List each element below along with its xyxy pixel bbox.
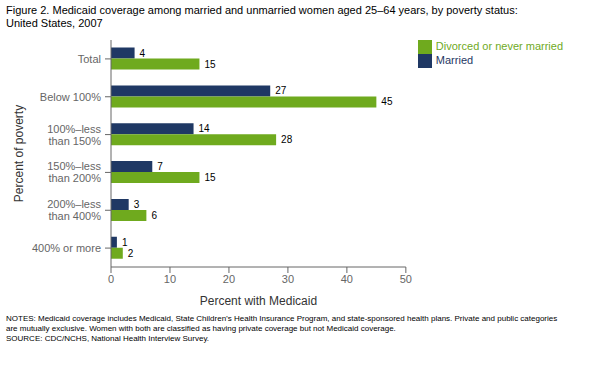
svg-text:1: 1 [122, 237, 128, 248]
svg-text:28: 28 [281, 134, 293, 145]
svg-text:30: 30 [282, 273, 294, 285]
svg-text:50: 50 [400, 273, 412, 285]
svg-text:6: 6 [151, 210, 157, 221]
html-text:Married: Married [435, 54, 474, 67]
svg-text:10: 10 [164, 273, 176, 285]
svg-text:27: 27 [275, 85, 287, 96]
svg-text:Below 100%: Below 100% [40, 91, 101, 103]
svg-text:400% or more: 400% or more [32, 242, 101, 254]
html-text:NOTES: Medicaid coverage inclu: NOTES: Medicaid coverage includes Medica… [6, 314, 558, 343]
svg-text:20: 20 [223, 273, 235, 285]
svg-text:200%–lessthan 400%: 200%–lessthan 400% [47, 198, 101, 222]
svg-text:40: 40 [341, 273, 353, 285]
svg-text:100%–lessthan 150%: 100%–lessthan 150% [47, 123, 101, 147]
html-text:Figure 2. Medicaid coverage am: Figure 2. Medicaid coverage among marrie… [6, 4, 518, 29]
svg-text:45: 45 [381, 96, 393, 107]
svg-text:15: 15 [204, 172, 216, 183]
svg-text:4: 4 [140, 48, 146, 59]
svg-text:0: 0 [108, 273, 114, 285]
svg-text:3: 3 [134, 199, 140, 210]
svg-text:150%–lessthan 200%: 150%–lessthan 200% [47, 160, 101, 184]
svg-text:Percent of poverty: Percent of poverty [12, 105, 26, 202]
svg-text:Total: Total [78, 53, 101, 65]
svg-text:Percent with Medicaid: Percent with Medicaid [200, 294, 317, 308]
svg-text:15: 15 [204, 59, 216, 70]
svg-text:7: 7 [157, 161, 163, 172]
html-text:Divorced or never married: Divorced or never married [435, 40, 563, 52]
svg-text:14: 14 [199, 123, 211, 134]
svg-text:2: 2 [128, 248, 134, 259]
